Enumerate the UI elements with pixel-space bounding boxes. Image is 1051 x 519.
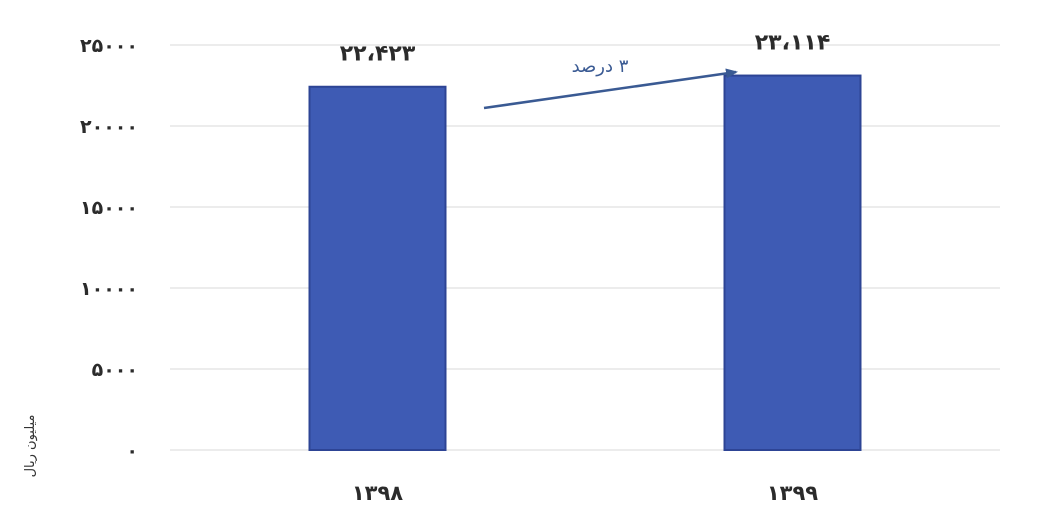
gridlines (170, 44, 1000, 451)
bar-value-label: ۲۲،۴۲۳ (340, 42, 416, 67)
category-label: ۱۳۹۹ (767, 481, 818, 505)
y-tick-label: ۰ (126, 440, 138, 462)
y-tick-label: ۱۰۰۰۰ (80, 278, 138, 300)
y-tick-label: ۵۰۰۰ (92, 359, 138, 381)
growth-percent-label: ۳ درصد (572, 56, 629, 77)
bar (723, 74, 862, 452)
y-axis-ticks: ۰ ۵۰۰۰ ۱۰۰۰۰ ۱۵۰۰۰ ۲۰۰۰۰ ۲۵۰۰۰ (80, 35, 138, 462)
category-label: ۱۳۹۸ (352, 481, 403, 505)
x-axis-categories: ۱۳۹۸ ۱۳۹۹ (352, 481, 818, 505)
growth-annotation: ۳ درصد (483, 56, 738, 110)
bar (308, 85, 447, 451)
growth-arrow (483, 68, 738, 110)
bar-value-label: ۲۳،۱۱۴ (755, 31, 831, 56)
y-axis-label: میلیون ریال (23, 415, 38, 478)
data-labels: ۲۲،۴۲۳ ۲۳،۱۱۴ (340, 31, 831, 67)
y-tick-label: ۲۵۰۰۰ (80, 35, 138, 57)
y-tick-label: ۱۵۰۰۰ (80, 197, 138, 219)
bars (308, 74, 862, 452)
y-tick-label: ۲۰۰۰۰ (80, 116, 138, 138)
